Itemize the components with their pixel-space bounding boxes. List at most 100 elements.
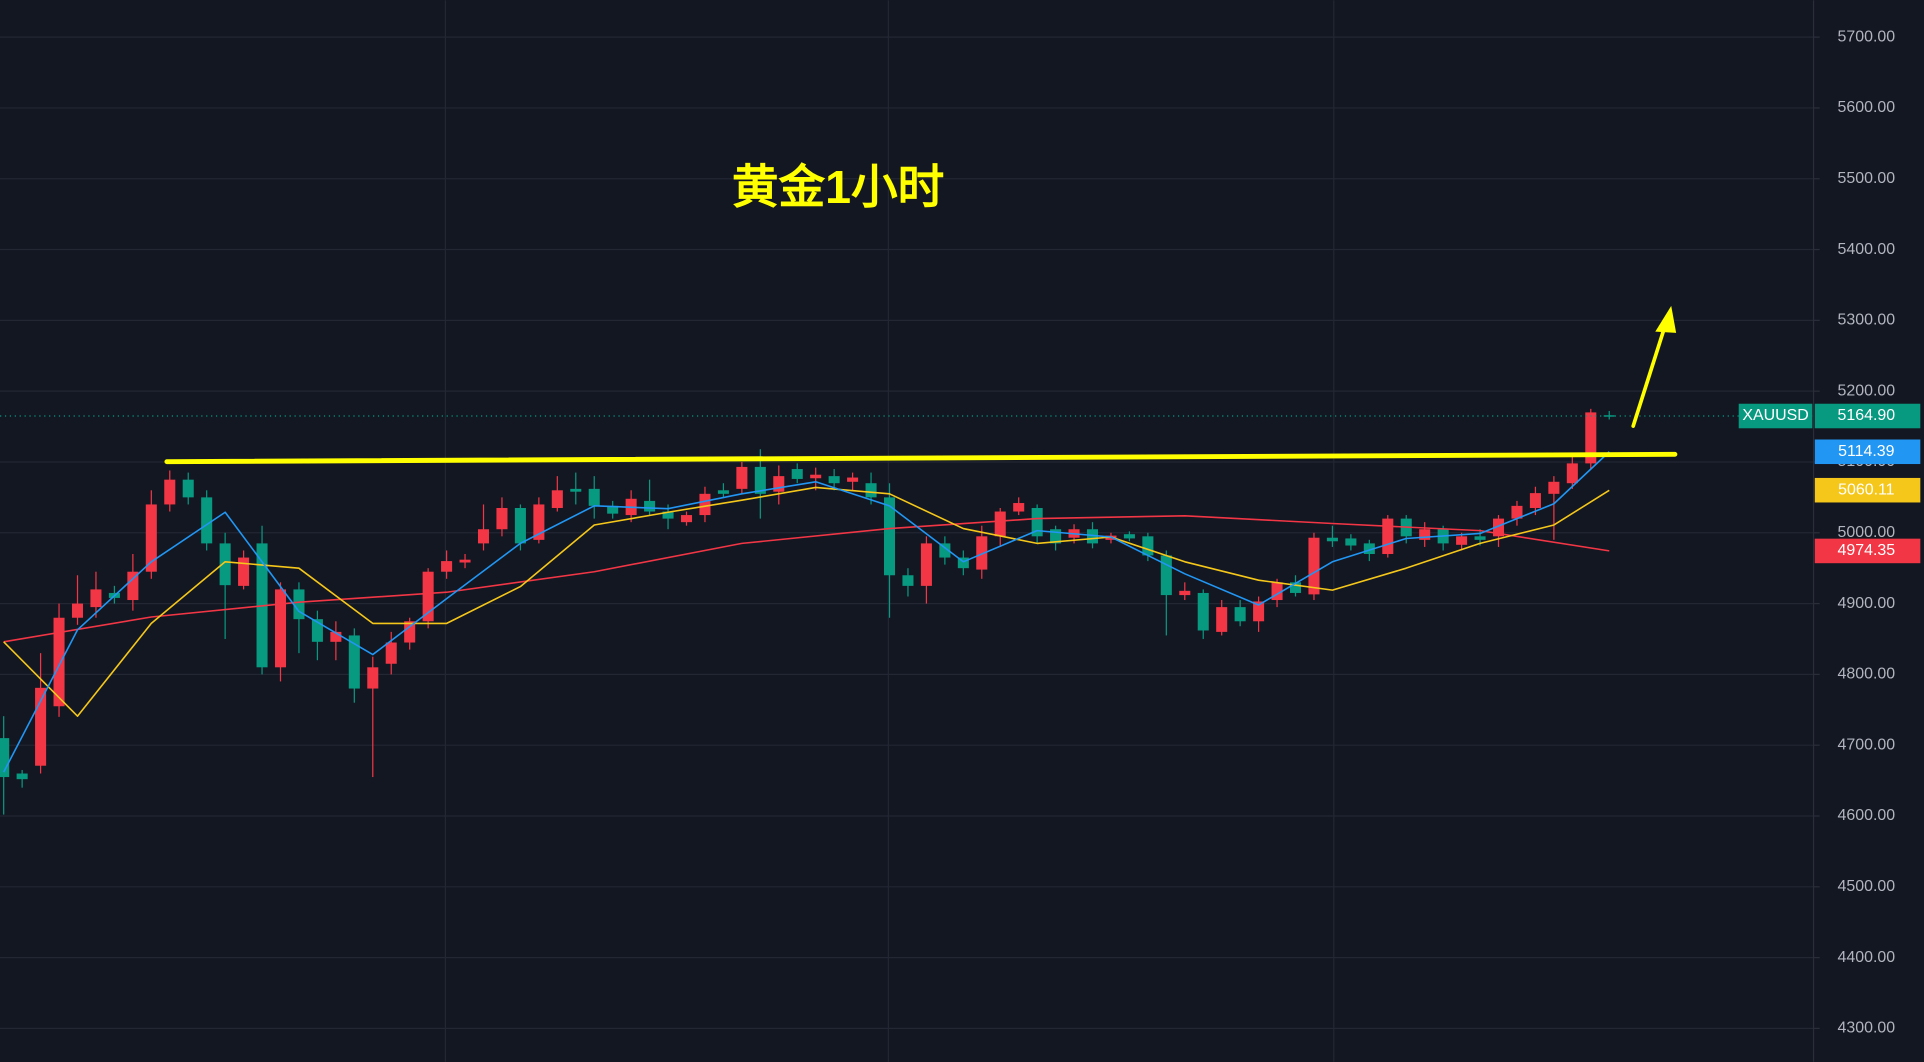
candle-body xyxy=(847,477,859,482)
candle-body xyxy=(588,488,600,506)
candle-body xyxy=(441,561,453,572)
candle-body xyxy=(883,497,896,576)
candle-body xyxy=(939,543,951,558)
candle-body xyxy=(90,589,102,608)
candle-body xyxy=(994,511,1006,537)
candle-body xyxy=(1456,536,1468,545)
candle-body xyxy=(1308,537,1320,595)
candle-body xyxy=(1529,493,1541,508)
candle-body xyxy=(145,504,157,572)
candle-body xyxy=(1179,590,1191,596)
candle-body xyxy=(810,474,822,479)
candle-body xyxy=(791,469,803,479)
candle-body xyxy=(680,515,693,523)
candle-body xyxy=(1419,529,1431,540)
ma-line xyxy=(3,514,1610,643)
candle-body xyxy=(127,571,139,601)
candle-body xyxy=(293,589,305,620)
candle-body xyxy=(367,667,379,689)
y-tick-label: 5700.00 xyxy=(1838,28,1896,45)
ma-tag xyxy=(1814,439,1921,465)
candle-body xyxy=(736,466,748,489)
candle-body xyxy=(274,589,287,668)
y-tick-label: 4300.00 xyxy=(1838,1020,1896,1037)
ma-line xyxy=(2,451,1610,773)
y-tick-label: 4700.00 xyxy=(1838,736,1896,753)
candle-body xyxy=(957,557,969,569)
chart-title: 黄金1小时 xyxy=(732,161,944,213)
candle-body xyxy=(1363,543,1375,555)
candle-body xyxy=(1086,529,1099,544)
ma-tag xyxy=(1814,538,1921,564)
candle-body xyxy=(53,617,65,707)
candle-body xyxy=(201,497,213,544)
y-tick-label: 5600.00 xyxy=(1838,99,1896,116)
y-tick-label: 5200.00 xyxy=(1838,382,1896,399)
y-tick-label: 4900.00 xyxy=(1838,595,1896,612)
candle-body xyxy=(1603,415,1615,417)
candle-body xyxy=(0,738,10,778)
candle-body xyxy=(422,571,434,622)
candle-body xyxy=(1031,507,1043,537)
candle-body xyxy=(311,619,323,642)
y-tick-label: 5400.00 xyxy=(1838,241,1896,258)
y-tick-label: 4800.00 xyxy=(1838,666,1896,683)
candle-body xyxy=(1511,505,1523,519)
candle-body xyxy=(644,500,656,512)
candle-body xyxy=(1160,555,1172,596)
candle-body xyxy=(1326,537,1338,542)
ma-tag xyxy=(1814,477,1921,503)
symbol-label: XAUUSD xyxy=(1742,407,1808,424)
candle-body xyxy=(219,543,231,586)
candle-body xyxy=(533,504,545,540)
candle-body xyxy=(1234,607,1246,622)
candle-body xyxy=(1253,601,1265,622)
candle-body xyxy=(1492,518,1505,537)
candle-body xyxy=(1142,536,1154,556)
candle-body xyxy=(35,687,47,766)
candle-body xyxy=(238,557,250,586)
candle-body xyxy=(1585,412,1597,464)
ma-tag-label: 4974.35 xyxy=(1838,542,1896,559)
plot xyxy=(0,408,1814,815)
candle-body xyxy=(1271,582,1283,601)
y-tick-label: 4600.00 xyxy=(1838,807,1896,824)
candle-body xyxy=(754,466,766,494)
candle-body xyxy=(496,507,508,530)
resistance-drawing xyxy=(164,451,1678,465)
arrow-drawing xyxy=(1631,319,1669,428)
candle-body xyxy=(514,507,526,544)
candle-body xyxy=(662,511,674,519)
candle-body xyxy=(330,631,342,642)
price-tag xyxy=(1814,403,1921,429)
candle-body xyxy=(1289,582,1302,593)
candle-body xyxy=(1197,592,1209,631)
candle-body xyxy=(920,543,932,586)
price-axis: 4300.00 4400.00 4500.00 4600.00 4700.00 4800.… xyxy=(1738,28,1921,1037)
ma-tag-label: 5060.11 xyxy=(1838,481,1895,498)
candle-body xyxy=(404,621,416,643)
candle-body xyxy=(1216,607,1228,632)
candle-body xyxy=(459,559,471,563)
y-tick-label: 5300.00 xyxy=(1838,312,1896,329)
candle-body xyxy=(1382,518,1394,555)
candle-body xyxy=(71,603,84,618)
candle-body xyxy=(182,479,194,498)
price-tag-label: 5164.90 xyxy=(1838,407,1896,424)
candle-body xyxy=(976,536,988,570)
candle-body xyxy=(1013,503,1025,512)
candle-body xyxy=(607,505,619,514)
y-tick-label: 5500.00 xyxy=(1838,170,1896,187)
ma-tag-label: 5114.39 xyxy=(1838,443,1895,460)
ma-line xyxy=(3,486,1610,717)
candle-body xyxy=(348,635,360,689)
candle-body xyxy=(1345,538,1357,546)
candle-body xyxy=(1123,534,1135,539)
candle-body xyxy=(828,476,840,484)
candle-body xyxy=(1474,536,1486,540)
candle-body xyxy=(773,476,785,492)
candle-body xyxy=(1566,463,1578,484)
candle-body xyxy=(570,488,582,492)
